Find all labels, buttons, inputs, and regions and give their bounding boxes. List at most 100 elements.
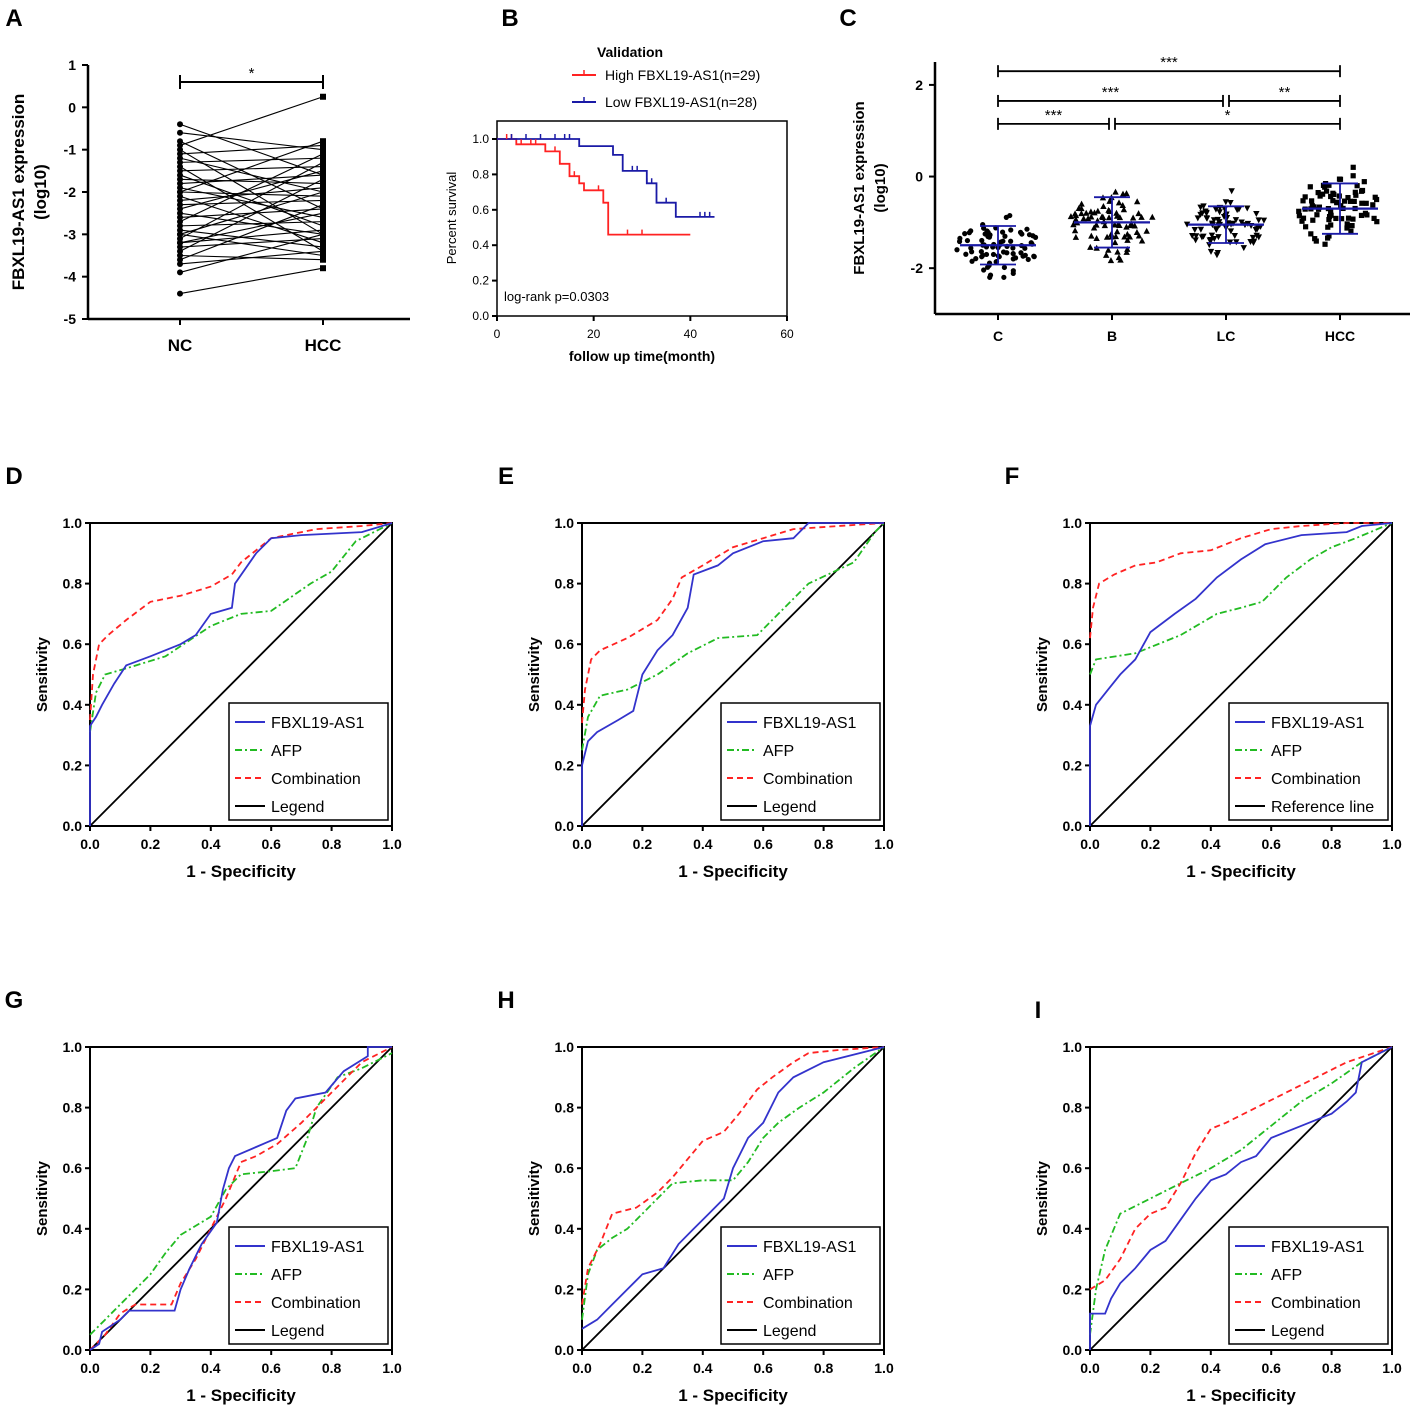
group-b-point: [1120, 206, 1128, 213]
x-tick-label: 0.6: [1261, 836, 1281, 852]
nc-point: [177, 142, 183, 149]
nc-point: [177, 197, 183, 204]
y-tick-label: 0.6: [1063, 636, 1083, 652]
group-b-point: [1113, 212, 1121, 219]
nc-point: [177, 163, 183, 170]
x-tick-label: 0.0: [1080, 836, 1100, 852]
y-tick-label: 0.0: [472, 309, 489, 323]
x-tick-label: 1.0: [874, 836, 894, 852]
nc-point: [177, 227, 183, 234]
group-hcc-point: [1374, 219, 1380, 225]
x-tick-label: 0.0: [80, 836, 100, 852]
group-lc-point: [1197, 204, 1204, 211]
nc-point: [177, 189, 183, 195]
x-tick-label: LC: [1217, 328, 1236, 344]
group-b-point: [1114, 248, 1121, 255]
group-hcc-point: [1330, 198, 1336, 204]
group-hcc-point: [1323, 188, 1330, 194]
y-tick-label: 1.0: [555, 1039, 575, 1055]
nc-point: [177, 218, 183, 225]
group-b-point: [1094, 207, 1102, 214]
x-tick-label: 0.8: [814, 1360, 834, 1376]
legend-afp-label: AFP: [1271, 1267, 1302, 1284]
hcc-point: [320, 163, 326, 170]
nc-point: [177, 121, 183, 128]
legend-reference-label: Legend: [271, 799, 324, 816]
y-tick-label: 0.0: [555, 1342, 575, 1358]
x-tick-label: 0.2: [633, 836, 653, 852]
group-lc-point: [1240, 245, 1248, 252]
y-tick-label: 0.8: [63, 576, 83, 592]
group-b-point: [1071, 227, 1079, 234]
x-tick-label: 0.4: [693, 1360, 713, 1376]
hcc-point: [320, 150, 326, 157]
legend-combination-label: Combination: [763, 1295, 853, 1312]
group-lc-point: [1231, 232, 1238, 239]
afp-curve: [581, 522, 885, 751]
group-lc-point: [1191, 226, 1199, 233]
group-lc-point: [1212, 206, 1220, 213]
hcc-point: [320, 138, 326, 145]
combination-curve: [1089, 1046, 1393, 1291]
pair-line: [179, 221, 324, 227]
panel-h: H 0.0 0.0 0.2 0.2 0.4 0.4 0.6 0.6 0.8 0.8 1.0 1.0 1 -…: [497, 987, 894, 1405]
group-b-point: [1088, 232, 1095, 239]
group-hcc-point: [1353, 192, 1359, 198]
hcc-point: [320, 222, 326, 229]
x-tick-label: 1.0: [874, 1360, 894, 1376]
group-b-point: [1124, 230, 1131, 237]
legend-fbxl19-as1-label: FBXL19-AS1: [271, 715, 364, 732]
hcc-point: [320, 184, 326, 191]
x-tick-label: 0.6: [261, 1360, 281, 1376]
x-tick-label: 1.0: [1382, 1360, 1402, 1376]
group-lc-point: [1192, 233, 1200, 240]
group-b-point: [1111, 221, 1118, 228]
x-axis-label: 1 - Specificity: [678, 862, 788, 881]
nc-point: [177, 205, 183, 212]
hcc-point: [320, 256, 326, 263]
y-tick-label: 0.6: [472, 203, 489, 217]
group-hcc-point: [1302, 194, 1308, 200]
reference-diagonal: [581, 1046, 885, 1351]
plot-frame: [1089, 1046, 1393, 1351]
legend-title: Validation: [597, 44, 663, 60]
group-b-point: [1143, 227, 1150, 234]
group-b-point: [1138, 213, 1145, 220]
x-tick-label: 0.0: [572, 836, 592, 852]
group-hcc-point: [1328, 209, 1334, 215]
y-tick-label: 0.4: [555, 1221, 575, 1237]
x-tick-label: 0.2: [1141, 836, 1161, 852]
x-tick-label: C: [993, 328, 1003, 344]
group-hcc-point: [1300, 198, 1306, 204]
group-hcc-point: [1344, 225, 1350, 231]
reference-diagonal: [89, 1046, 393, 1351]
legend-fbxl19-as1-label: FBXL19-AS1: [1271, 715, 1364, 732]
y-tick-label: 0.6: [63, 1160, 83, 1176]
group-c-point: [963, 251, 969, 257]
hcc-point: [320, 227, 326, 234]
y-tick-label: 0.4: [63, 697, 83, 713]
fbxl19-as1-curve: [1089, 522, 1393, 826]
panel-a: A 1 0 -1 -2 -3 -4 -5 NC HCC FBXL19-AS1 expression(…: [5, 5, 410, 355]
panel-c: C 2 0 -2 FBXL19-AS1 expression (log10) C B LC HCC…: [839, 5, 1410, 344]
group-lc-point: [1216, 219, 1223, 226]
nc-point: [177, 231, 183, 238]
group-hcc-point: [1322, 184, 1328, 190]
group-c-point: [983, 251, 990, 258]
group-lc-point: [1249, 234, 1257, 241]
nc-point: [177, 155, 183, 162]
y-tick-label: -2: [911, 260, 924, 276]
pair-line: [179, 157, 324, 193]
afp-curve: [89, 1052, 393, 1336]
group-lc-point: [1228, 188, 1235, 195]
group-hcc-point: [1373, 196, 1380, 203]
group-c-point: [1010, 245, 1016, 251]
y-tick-label: 0.2: [63, 1281, 83, 1297]
y-tick-label: 0.8: [555, 1100, 575, 1116]
group-hcc-point: [1326, 213, 1333, 220]
y-tick-label: -2: [64, 184, 77, 200]
group-lc-point: [1222, 199, 1230, 206]
pair-line: [179, 238, 324, 248]
sig-mark: **: [1279, 84, 1291, 101]
